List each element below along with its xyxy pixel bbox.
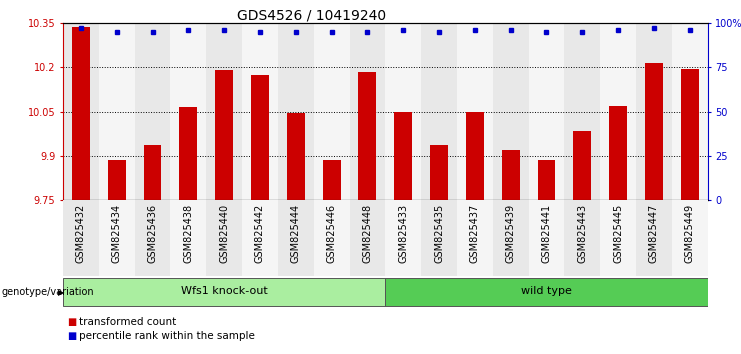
Bar [206, 200, 242, 276]
Bar [170, 200, 206, 276]
Bar [359, 72, 376, 200]
Bar [99, 23, 135, 200]
Bar [63, 200, 99, 276]
Bar [313, 200, 350, 276]
Bar [574, 131, 591, 200]
Bar [600, 23, 636, 200]
Bar [600, 200, 636, 276]
Text: GSM825446: GSM825446 [327, 204, 336, 263]
Bar [466, 112, 484, 200]
Bar [672, 23, 708, 200]
Bar [537, 160, 556, 200]
Text: transformed count: transformed count [79, 317, 176, 327]
Bar [565, 200, 600, 276]
Text: GSM825436: GSM825436 [147, 204, 158, 263]
Text: GSM825443: GSM825443 [577, 204, 588, 263]
Bar [251, 75, 269, 200]
Bar [645, 63, 663, 200]
Bar [636, 200, 672, 276]
Text: GSM825439: GSM825439 [505, 204, 516, 263]
Bar [493, 23, 528, 200]
Bar [350, 23, 385, 200]
Text: genotype/variation: genotype/variation [1, 287, 94, 297]
Bar [135, 23, 170, 200]
Bar [242, 200, 278, 276]
Text: GSM825444: GSM825444 [290, 204, 301, 263]
Text: GSM825449: GSM825449 [685, 204, 695, 263]
Bar [313, 23, 350, 200]
Text: ■: ■ [67, 331, 76, 341]
Bar [502, 150, 519, 200]
Bar [565, 23, 600, 200]
Bar [421, 23, 457, 200]
Text: GSM825442: GSM825442 [255, 204, 265, 263]
Bar [170, 23, 206, 200]
Bar [179, 107, 197, 200]
Text: GSM825432: GSM825432 [76, 204, 86, 263]
Text: Wfs1 knock-out: Wfs1 knock-out [181, 286, 268, 296]
Bar [215, 70, 233, 200]
Bar [385, 200, 421, 276]
Text: GSM825437: GSM825437 [470, 204, 480, 263]
Bar [135, 200, 170, 276]
Text: GSM825440: GSM825440 [219, 204, 229, 263]
Bar [681, 69, 699, 200]
Bar [457, 200, 493, 276]
Text: GSM825433: GSM825433 [398, 204, 408, 263]
FancyBboxPatch shape [63, 278, 385, 306]
Bar [493, 200, 528, 276]
Bar [636, 23, 672, 200]
Bar [430, 145, 448, 200]
FancyBboxPatch shape [385, 278, 708, 306]
Bar [322, 160, 341, 200]
Bar [278, 200, 313, 276]
Text: ▶: ▶ [58, 287, 64, 297]
Text: wild type: wild type [521, 286, 572, 296]
Text: ■: ■ [67, 317, 76, 327]
Bar [350, 200, 385, 276]
Text: GSM825435: GSM825435 [434, 204, 444, 263]
Text: GSM825441: GSM825441 [542, 204, 551, 263]
Bar [72, 27, 90, 200]
Text: percentile rank within the sample: percentile rank within the sample [79, 331, 255, 341]
Bar [278, 23, 313, 200]
Bar [206, 23, 242, 200]
Bar [457, 23, 493, 200]
Bar [528, 23, 565, 200]
Bar [144, 145, 162, 200]
Text: GSM825448: GSM825448 [362, 204, 373, 263]
Text: GSM825434: GSM825434 [112, 204, 122, 263]
Text: GDS4526 / 10419240: GDS4526 / 10419240 [236, 9, 386, 23]
Bar [63, 23, 99, 200]
Text: GSM825447: GSM825447 [649, 204, 659, 263]
Text: GSM825445: GSM825445 [613, 204, 623, 263]
Bar [385, 23, 421, 200]
Bar [287, 113, 305, 200]
Bar [672, 200, 708, 276]
Bar [242, 23, 278, 200]
Bar [528, 200, 565, 276]
Bar [107, 160, 126, 200]
Bar [421, 200, 457, 276]
Text: GSM825438: GSM825438 [183, 204, 193, 263]
Bar [99, 200, 135, 276]
Bar [394, 112, 412, 200]
Bar [609, 105, 627, 200]
